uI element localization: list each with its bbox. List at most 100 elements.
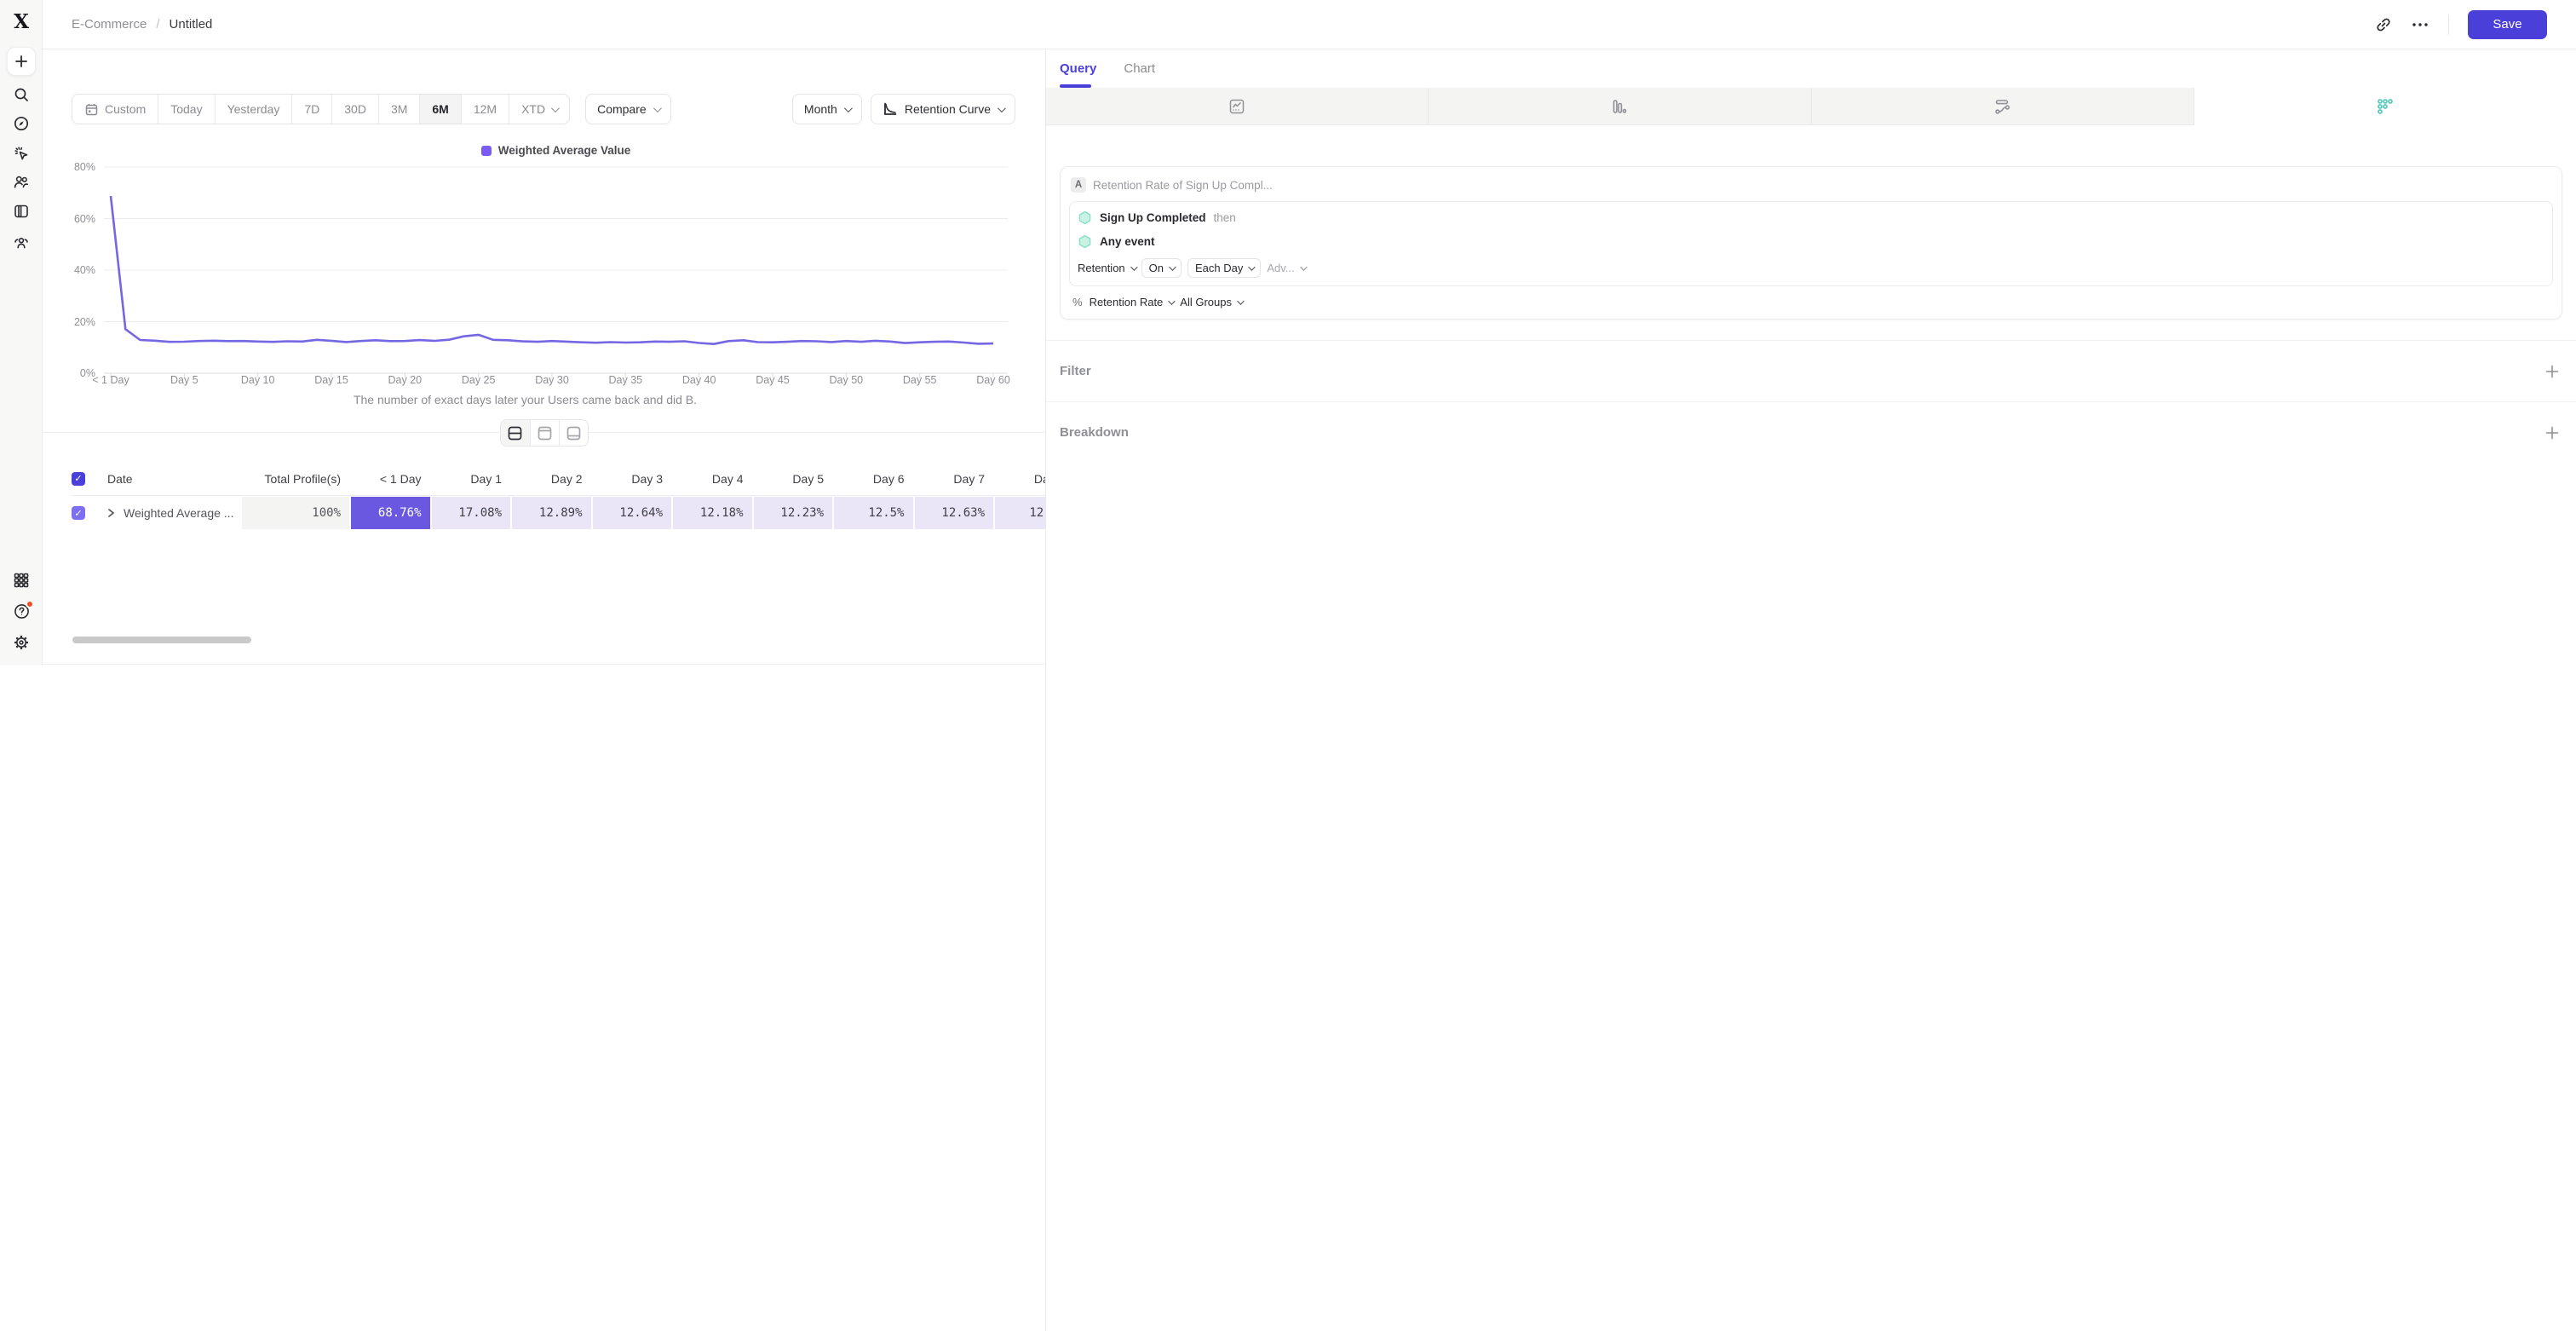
plus-icon <box>14 54 29 69</box>
compare-button[interactable]: Compare <box>585 94 671 124</box>
column-header[interactable]: Day 6 <box>872 471 905 486</box>
layout-split-button[interactable] <box>500 420 530 446</box>
column-header[interactable]: Day 1 <box>470 471 502 486</box>
range-6m[interactable]: 6M <box>419 95 461 124</box>
retention-value-cell[interactable]: 100% <box>240 497 349 529</box>
second-event-row[interactable]: Any event <box>1078 234 2544 249</box>
layout-bottom-button[interactable] <box>558 420 588 446</box>
breadcrumb-report-title[interactable]: Untitled <box>169 17 213 32</box>
retention-value-cell[interactable]: 12.64% <box>590 497 671 529</box>
measure-dropdown[interactable]: Retention Rate <box>1090 296 1176 308</box>
more-options-icon[interactable] <box>2411 16 2429 33</box>
chevron-down-icon <box>997 103 1006 112</box>
compare-label: Compare <box>597 102 647 116</box>
range-xtd[interactable]: XTD <box>509 95 569 124</box>
report-type-retention[interactable] <box>2194 88 2576 125</box>
report-type-insights[interactable] <box>1046 88 1429 125</box>
granularity-button[interactable]: Month <box>791 94 862 124</box>
retention-curve-icon <box>883 101 898 117</box>
chart-caption: The number of exact days later your User… <box>353 393 698 406</box>
retention-value-cell[interactable]: 12.5% <box>832 497 913 529</box>
breadcrumb-project[interactable]: E-Commerce <box>72 17 147 32</box>
retention-value-cell[interactable]: 12.63% <box>912 497 993 529</box>
select-all-checkbox[interactable]: ✓ <box>72 471 85 486</box>
chart-view-button[interactable]: Retention Curve <box>870 94 1015 124</box>
column-header[interactable]: Day 4 <box>711 471 744 486</box>
help-nav-button[interactable] <box>0 600 43 620</box>
layout-top-button[interactable] <box>529 420 559 446</box>
retention-value-cell[interactable]: 12.18% <box>671 497 752 529</box>
row-select-cell: ✓ <box>72 506 107 520</box>
range-12m[interactable]: 12M <box>460 95 509 124</box>
search-nav-button[interactable] <box>0 86 43 103</box>
x-tick-label: Day 50 <box>829 374 864 386</box>
expand-row-icon[interactable] <box>107 508 115 518</box>
row-checkbox[interactable]: ✓ <box>72 506 85 520</box>
report-type-funnels[interactable] <box>1429 88 1812 125</box>
compass-icon <box>13 115 30 132</box>
retention-type-dropdown[interactable]: Retention <box>1078 262 1138 274</box>
horizontal-scrollbar[interactable] <box>72 637 251 643</box>
apps-nav-button[interactable] <box>0 572 43 589</box>
row-label[interactable]: Weighted Average ... <box>124 506 234 520</box>
create-new-button[interactable] <box>7 47 36 76</box>
active-tab-underline <box>1060 84 1091 88</box>
retention-value-cell[interactable]: 12.23% <box>751 497 832 529</box>
advanced-dropdown[interactable]: Adv... <box>1267 262 1308 274</box>
bottom-edge-line <box>43 664 1045 665</box>
column-header[interactable]: Day 7 <box>953 471 985 486</box>
filter-label: Filter <box>1060 364 1091 378</box>
chart-legend[interactable]: Weighted Average Value <box>104 144 1008 157</box>
save-button[interactable]: Save <box>2468 9 2547 39</box>
column-header[interactable]: Total Profile(s) <box>264 471 341 486</box>
on-dropdown[interactable]: On <box>1141 258 1182 278</box>
x-tick-label: Day 10 <box>240 374 275 386</box>
x-tick-label: Day 45 <box>756 374 790 386</box>
legend-label: Weighted Average Value <box>497 144 631 157</box>
chevron-down-icon <box>1237 297 1245 305</box>
groups-dropdown[interactable]: All Groups <box>1180 296 1245 308</box>
retention-line-chart[interactable] <box>104 166 1008 381</box>
mixpanel-logo[interactable]: X <box>14 10 29 33</box>
first-event-row[interactable]: Sign Up Completed then <box>1078 210 2544 225</box>
x-tick-label: < 1 Day <box>92 374 129 386</box>
breakdown-section: Breakdown <box>1046 401 2576 463</box>
chevron-down-icon <box>1299 262 1308 271</box>
range-7d[interactable]: 7D <box>291 95 331 124</box>
range-3m[interactable]: 3M <box>377 95 419 124</box>
chevron-down-icon <box>653 103 662 112</box>
retention-value-cell[interactable]: 68.76% <box>349 497 430 529</box>
tab-chart[interactable]: Chart <box>1124 61 1156 76</box>
board-panel-icon <box>13 203 30 220</box>
retention-value-cell[interactable]: 12.7% <box>993 497 1045 529</box>
range-custom[interactable]: Custom <box>72 95 158 124</box>
query-title[interactable]: Retention Rate of Sign Up Compl... <box>1093 178 1273 192</box>
column-header[interactable]: < 1 Day <box>379 471 422 486</box>
column-header[interactable]: Day 5 <box>792 471 824 486</box>
users-nav-button[interactable] <box>0 173 43 190</box>
column-header[interactable]: Date <box>107 471 133 486</box>
interval-dropdown[interactable]: Each Day <box>1187 258 1262 278</box>
report-type-flows[interactable] <box>1811 88 2194 125</box>
panel-tabs: Query Chart <box>1046 49 2576 88</box>
add-breakdown-button[interactable] <box>2545 426 2559 440</box>
cohorts-nav-button[interactable] <box>0 233 43 251</box>
range-30d[interactable]: 30D <box>331 95 378 124</box>
retention-value-cell[interactable]: 12.89% <box>510 497 591 529</box>
explore-nav-button[interactable] <box>0 115 43 132</box>
range-yesterday[interactable]: Yesterday <box>214 95 292 124</box>
granularity-label: Month <box>803 102 837 116</box>
add-filter-button[interactable] <box>2545 365 2559 378</box>
search-icon <box>13 86 30 103</box>
boards-nav-button[interactable] <box>0 203 43 220</box>
then-label: then <box>1213 211 1236 224</box>
range-today[interactable]: Today <box>158 95 214 124</box>
column-header[interactable]: Day 2 <box>550 471 583 486</box>
settings-nav-button[interactable] <box>0 634 43 651</box>
retention-value-cell[interactable]: 17.08% <box>429 497 510 529</box>
copy-link-icon[interactable] <box>2375 16 2392 33</box>
column-header[interactable]: Day 3 <box>631 471 663 486</box>
events-nav-button[interactable] <box>0 145 43 162</box>
column-header[interactable]: Day 8 <box>1033 471 1045 486</box>
tab-query[interactable]: Query <box>1060 61 1097 76</box>
